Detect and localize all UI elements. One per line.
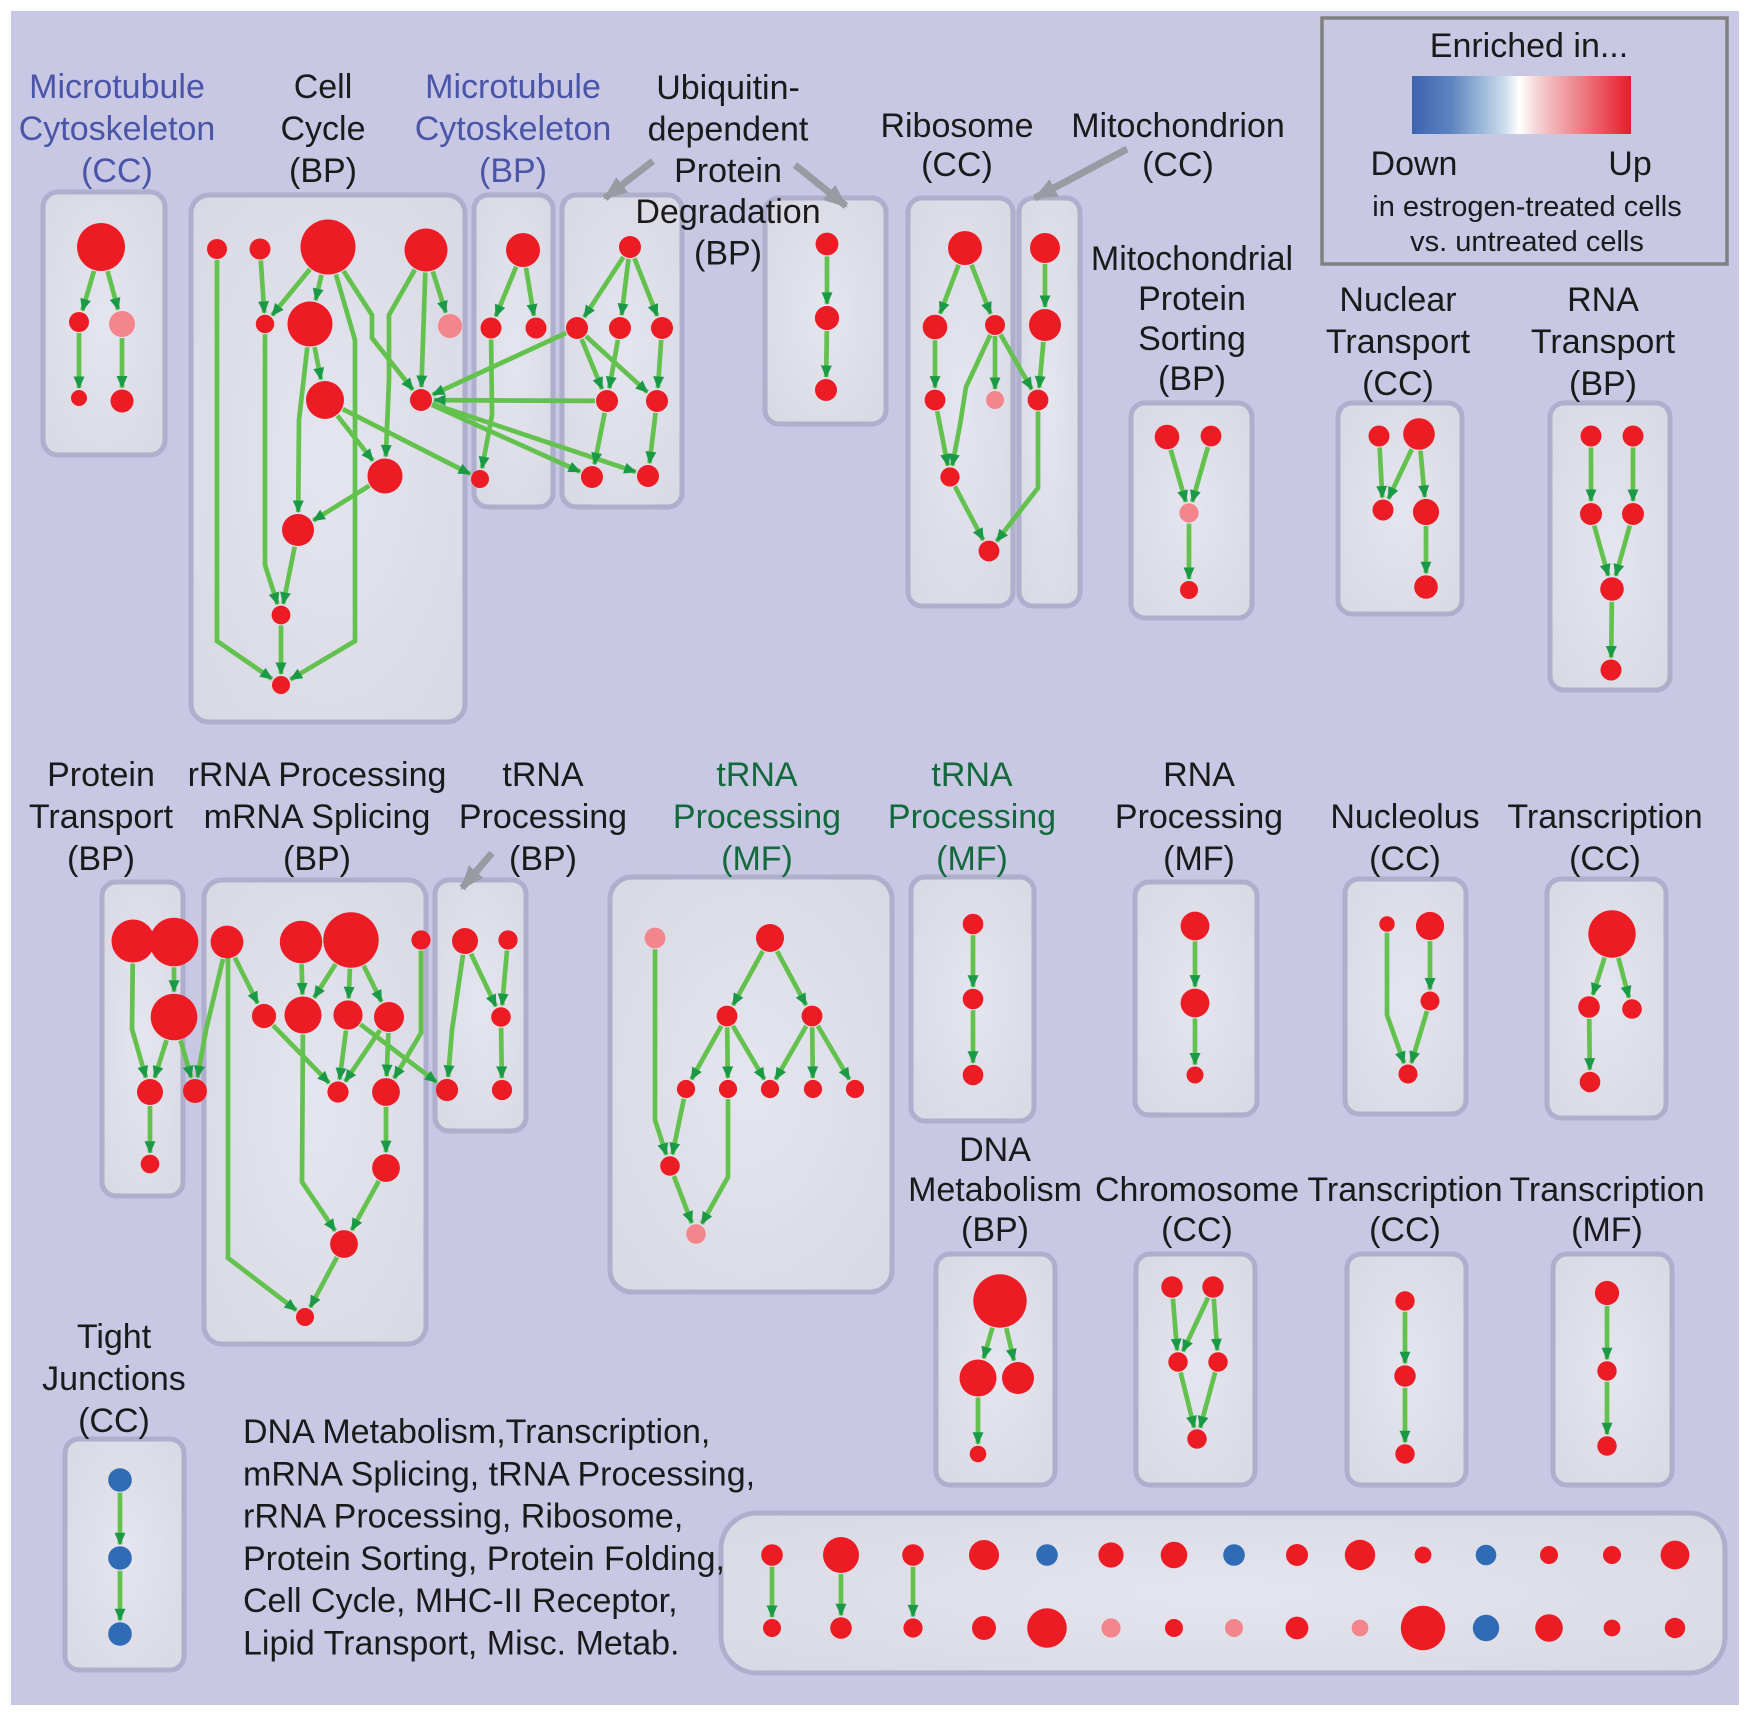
svg-text:Processing: Processing	[888, 798, 1056, 836]
svg-text:Up: Up	[1608, 145, 1651, 183]
svg-text:(BP): (BP)	[289, 152, 357, 190]
svg-text:(MF): (MF)	[1163, 840, 1235, 878]
svg-text:Degradation: Degradation	[635, 193, 820, 231]
svg-text:Transport: Transport	[1531, 323, 1676, 361]
svg-text:(BP): (BP)	[283, 840, 351, 878]
svg-text:(CC): (CC)	[81, 152, 153, 190]
svg-text:Junctions: Junctions	[42, 1360, 186, 1398]
svg-text:(BP): (BP)	[961, 1211, 1029, 1249]
svg-text:mRNA Splicing, tRNA Processing: mRNA Splicing, tRNA Processing,	[243, 1455, 755, 1493]
svg-text:Transcription: Transcription	[1507, 798, 1702, 836]
svg-text:(CC): (CC)	[1369, 1211, 1441, 1249]
svg-text:(CC): (CC)	[1569, 840, 1641, 878]
svg-text:(BP): (BP)	[1158, 360, 1226, 398]
svg-text:(CC): (CC)	[1362, 365, 1434, 403]
svg-text:(MF): (MF)	[1571, 1211, 1643, 1249]
svg-text:(CC): (CC)	[1142, 146, 1214, 184]
svg-text:Tight: Tight	[77, 1318, 152, 1356]
svg-text:dependent: dependent	[648, 110, 809, 148]
svg-text:Processing: Processing	[459, 798, 627, 836]
svg-text:Metabolism: Metabolism	[908, 1171, 1082, 1209]
svg-text:Processing: Processing	[1115, 798, 1283, 836]
svg-text:(BP): (BP)	[479, 152, 547, 190]
svg-text:(CC): (CC)	[1161, 1211, 1233, 1249]
svg-text:Mitochondrion: Mitochondrion	[1071, 107, 1285, 145]
svg-text:(MF): (MF)	[721, 840, 793, 878]
svg-text:tRNA: tRNA	[931, 756, 1013, 794]
svg-text:Transport: Transport	[29, 798, 174, 836]
svg-text:(BP): (BP)	[694, 235, 762, 273]
svg-text:Lipid Transport, Misc. Metab.: Lipid Transport, Misc. Metab.	[243, 1625, 680, 1663]
svg-text:Transcription: Transcription	[1509, 1171, 1704, 1209]
svg-text:Transport: Transport	[1326, 323, 1471, 361]
svg-text:Protein: Protein	[1138, 280, 1246, 318]
svg-text:RNA: RNA	[1567, 281, 1639, 319]
svg-text:(BP): (BP)	[509, 840, 577, 878]
svg-text:DNA Metabolism,Transcription,: DNA Metabolism,Transcription,	[243, 1413, 710, 1451]
svg-text:Ubiquitin-: Ubiquitin-	[656, 69, 800, 107]
svg-text:vs. untreated cells: vs. untreated cells	[1410, 226, 1644, 258]
svg-text:Protein: Protein	[674, 152, 782, 190]
svg-text:Mitochondrial: Mitochondrial	[1091, 240, 1293, 278]
svg-text:Ribosome: Ribosome	[880, 107, 1033, 145]
svg-text:mRNA Splicing: mRNA Splicing	[204, 798, 431, 836]
svg-text:Microtubule: Microtubule	[29, 68, 205, 106]
svg-text:Protein: Protein	[47, 756, 155, 794]
svg-text:Protein Sorting, Protein Foldi: Protein Sorting, Protein Folding,	[243, 1540, 725, 1578]
svg-text:Cytoskeleton: Cytoskeleton	[19, 110, 216, 148]
svg-text:tRNA: tRNA	[716, 756, 798, 794]
svg-text:(CC): (CC)	[921, 146, 993, 184]
svg-text:(CC): (CC)	[1369, 840, 1441, 878]
svg-text:(MF): (MF)	[936, 840, 1008, 878]
svg-text:rRNA Processing: rRNA Processing	[188, 756, 447, 794]
svg-text:Sorting: Sorting	[1138, 320, 1246, 358]
svg-text:Nucleolus: Nucleolus	[1330, 798, 1479, 836]
svg-text:(BP): (BP)	[67, 840, 135, 878]
svg-text:DNA: DNA	[959, 1131, 1031, 1169]
svg-text:Enriched in...: Enriched in...	[1430, 27, 1628, 65]
svg-text:in estrogen-treated cells: in estrogen-treated cells	[1372, 191, 1682, 223]
svg-text:Processing: Processing	[673, 798, 841, 836]
svg-text:Microtubule: Microtubule	[425, 68, 601, 106]
svg-text:(BP): (BP)	[1569, 365, 1637, 403]
svg-text:Down: Down	[1371, 145, 1458, 183]
svg-text:RNA: RNA	[1163, 756, 1235, 794]
svg-text:Nuclear: Nuclear	[1339, 281, 1456, 319]
svg-text:Cell: Cell	[294, 68, 353, 106]
svg-text:Cytoskeleton: Cytoskeleton	[415, 110, 612, 148]
svg-text:Transcription: Transcription	[1307, 1171, 1502, 1209]
svg-text:Cycle: Cycle	[280, 110, 365, 148]
svg-text:tRNA: tRNA	[502, 756, 584, 794]
svg-text:Chromosome: Chromosome	[1095, 1171, 1299, 1209]
svg-text:rRNA Processing, Ribosome,: rRNA Processing, Ribosome,	[243, 1498, 683, 1536]
svg-text:(CC): (CC)	[78, 1402, 150, 1440]
svg-text:Cell Cycle, MHC-II Receptor,: Cell Cycle, MHC-II Receptor,	[243, 1582, 678, 1620]
